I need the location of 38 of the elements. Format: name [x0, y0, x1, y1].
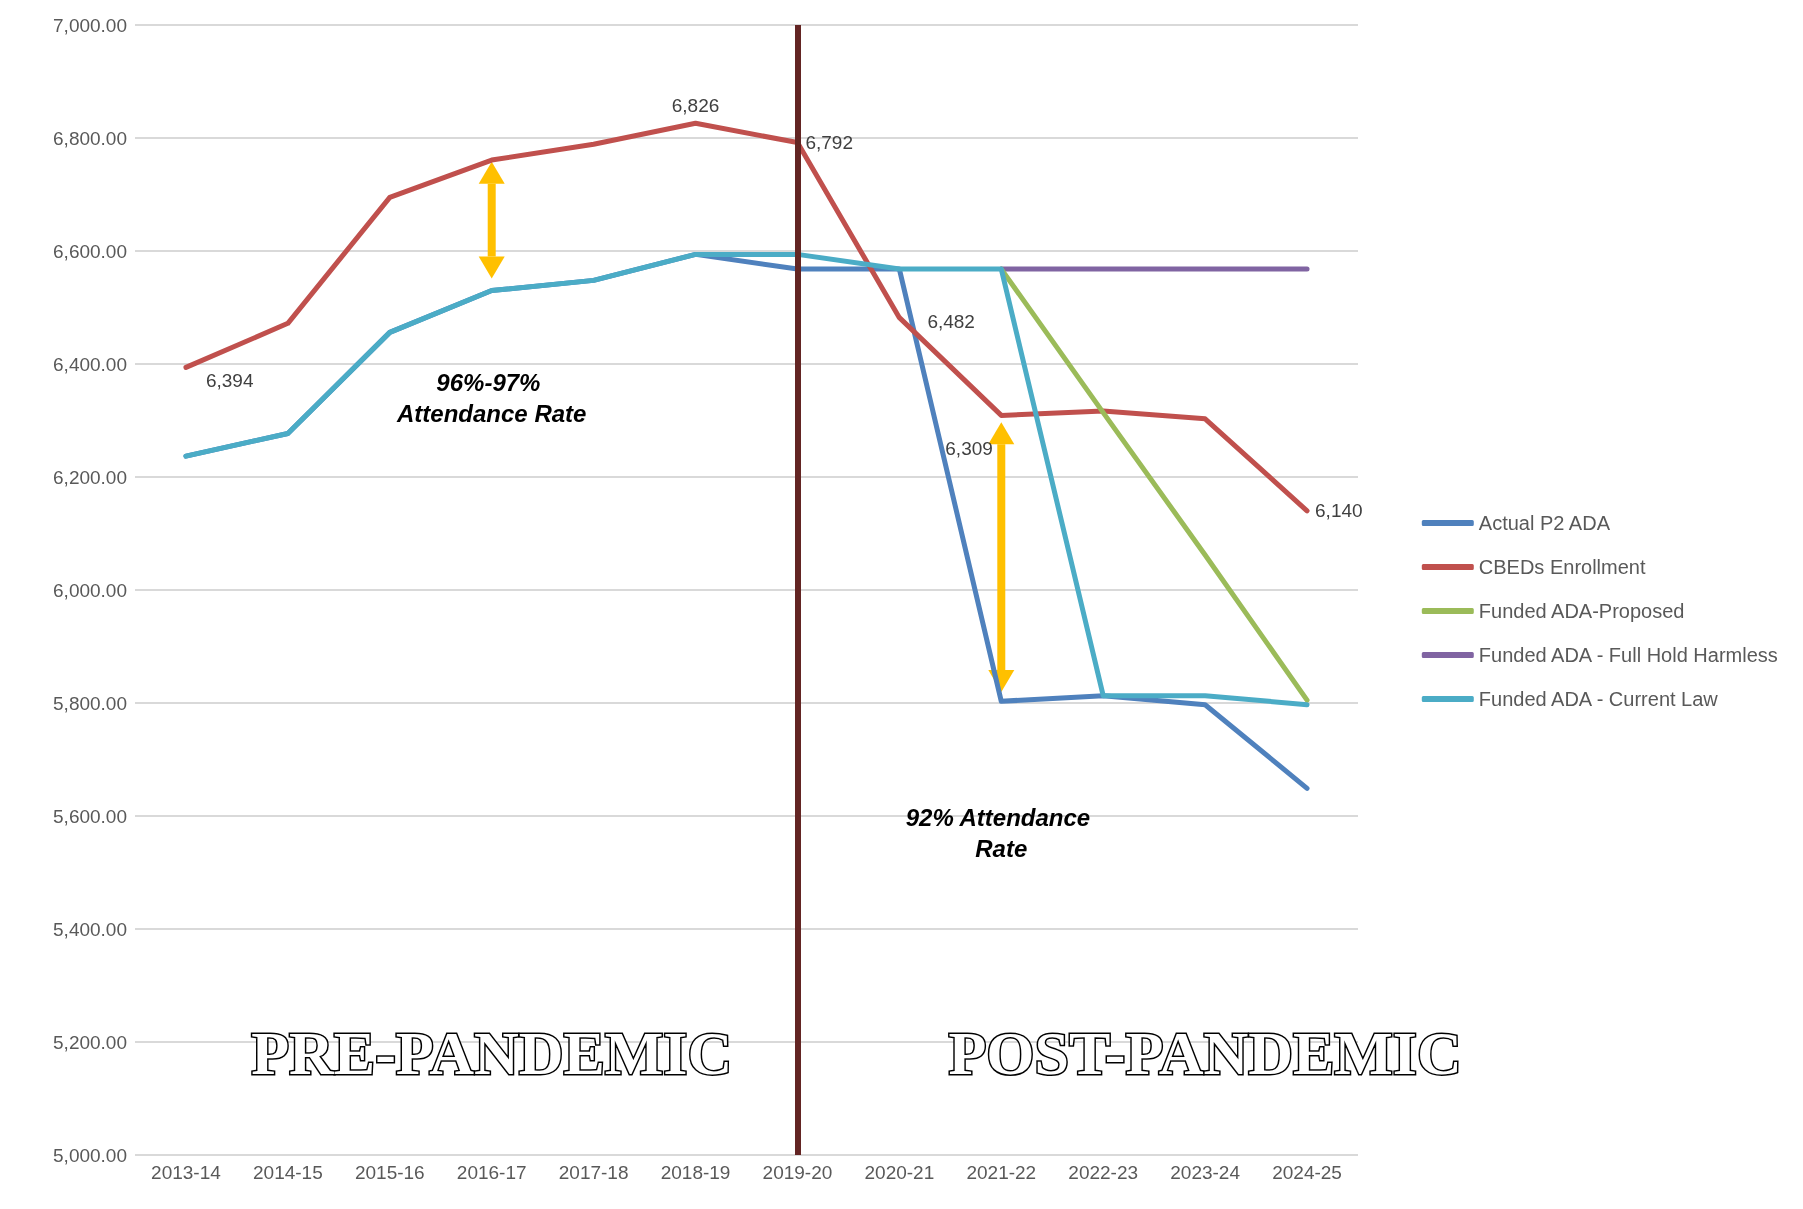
x-tick-label: 2017-18 [558, 1162, 629, 1183]
annotation: PRE-PANDEMIC [251, 1019, 733, 1088]
annotation: 96%-97% Attendance Rate [396, 368, 587, 427]
y-tick-label: 6,200.00 [53, 466, 127, 488]
legend-label: Funded ADA - Full Hold Harmless [1478, 644, 1778, 666]
y-tick-label: 6,400.00 [53, 353, 127, 375]
data-label: 6,394 [205, 370, 254, 392]
data-label: 6,826 [671, 95, 720, 117]
data-label: 6,792 [805, 132, 854, 154]
x-tick-label: 2019-20 [762, 1162, 833, 1183]
legend-label: Funded ADA-Proposed [1478, 600, 1685, 622]
annotation: POST-PANDEMIC [948, 1019, 1462, 1088]
y-tick-label: 5,000.00 [53, 1144, 127, 1166]
legend-label: CBEDs Enrollment [1478, 556, 1646, 578]
data-label: 6,140 [1315, 500, 1363, 522]
x-tick-label: 2014-15 [253, 1162, 323, 1183]
y-tick-label: 5,400.00 [53, 918, 127, 940]
x-tick-label: 2016-17 [456, 1162, 527, 1183]
data-label: 6,309 [945, 438, 993, 460]
x-tick-label: 2013-14 [151, 1162, 222, 1183]
x-tick-label: 2020-21 [864, 1162, 935, 1183]
x-tick-label: 2023-24 [1170, 1162, 1241, 1183]
y-tick-label: 6,600.00 [53, 240, 127, 262]
data-label: 6,482 [927, 310, 975, 332]
legend-label: Funded ADA - Current Law [1478, 688, 1719, 710]
x-tick-label: 2015-16 [354, 1162, 425, 1183]
annotation: 92% Attendance Rate [905, 803, 1097, 863]
y-tick-label: 7,000.00 [53, 14, 127, 36]
y-tick-label: 6,000.00 [53, 579, 127, 601]
y-tick-label: 5,800.00 [53, 692, 127, 714]
x-tick-label: 2024-25 [1272, 1162, 1342, 1183]
x-tick-label: 2022-23 [1068, 1162, 1139, 1183]
legend-label: Actual P2 ADA [1478, 512, 1611, 534]
y-tick-label: 6,800.00 [53, 127, 127, 149]
x-tick-label: 2018-19 [660, 1162, 731, 1183]
y-tick-label: 5,600.00 [53, 805, 127, 827]
x-tick-label: 2021-22 [966, 1162, 1037, 1183]
y-tick-label: 5,200.00 [53, 1031, 127, 1053]
